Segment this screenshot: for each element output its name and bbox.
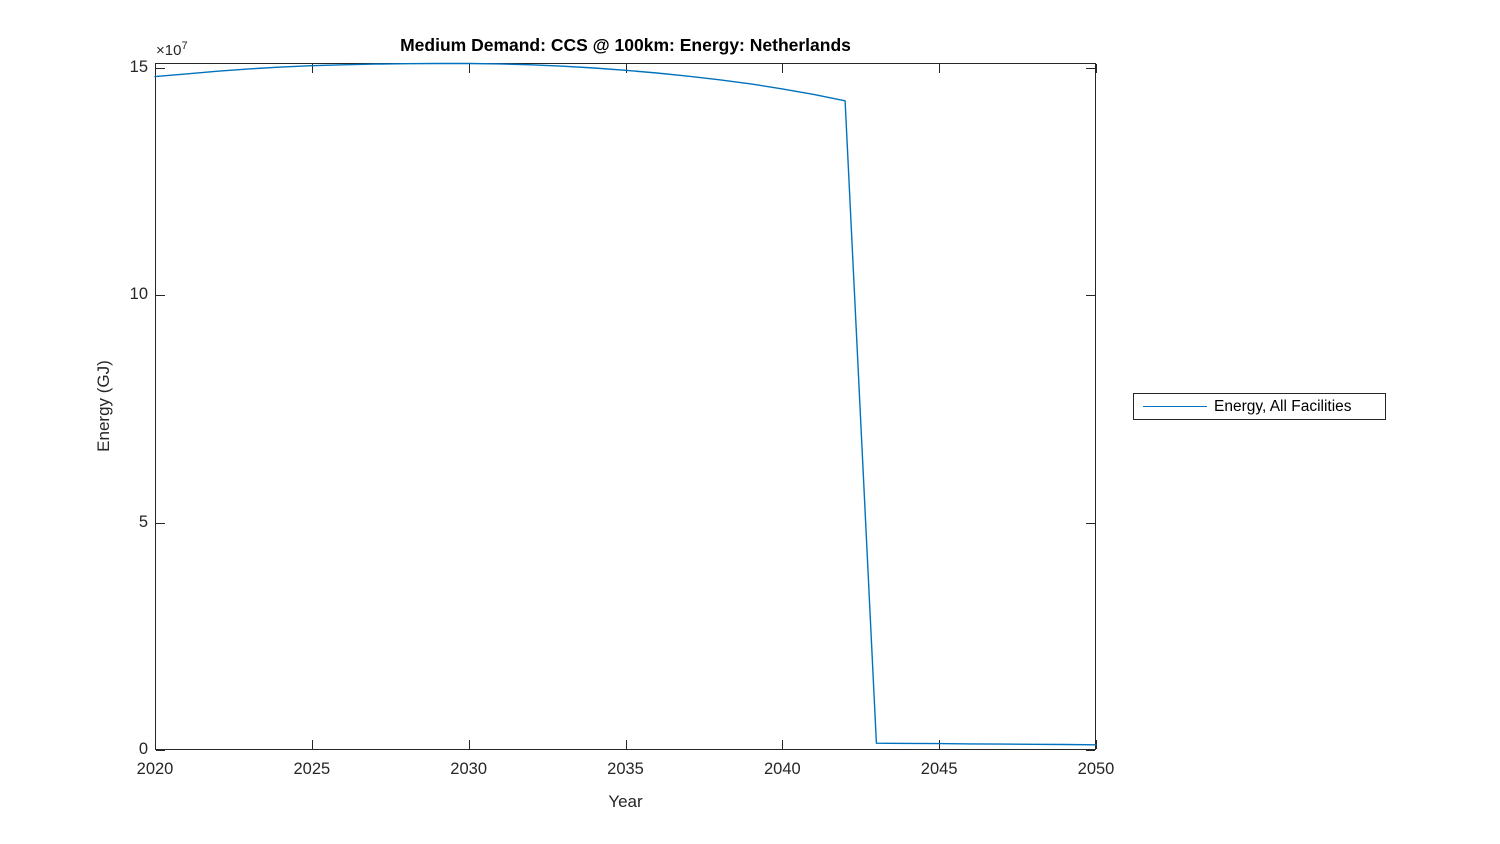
- axes-box: [155, 63, 1096, 750]
- y-exponent-base: ×10: [156, 42, 182, 59]
- y-tick-label: 15: [129, 57, 148, 76]
- x-tick-label: 2050: [1077, 760, 1115, 778]
- y-tick-label: 5: [138, 512, 148, 531]
- x-tick-label: 2040: [763, 760, 801, 778]
- chart-title: Medium Demand: CCS @ 100km: Energy: Neth…: [400, 35, 851, 55]
- legend-entry-label: Energy, All Facilities: [1214, 397, 1352, 415]
- x-tick-label: 2020: [136, 760, 174, 778]
- x-tick-label: 2035: [607, 760, 644, 778]
- y-axis-exponent: ×107: [156, 40, 188, 59]
- y-tick-label: 10: [129, 285, 148, 304]
- x-tick-label: 2045: [920, 760, 958, 778]
- x-tick-label: 2025: [293, 760, 331, 778]
- series-line: [154, 62, 1097, 746]
- x-tick-label: 2030: [450, 760, 488, 778]
- x-axis-label: Year: [608, 792, 643, 811]
- y-exponent-power: 7: [181, 40, 188, 52]
- y-tick-label: 0: [138, 740, 148, 758]
- legend: Energy, All Facilities: [1133, 393, 1386, 420]
- y-axis-label: Energy (GJ): [94, 360, 113, 452]
- legend-line-swatch: [1143, 406, 1207, 407]
